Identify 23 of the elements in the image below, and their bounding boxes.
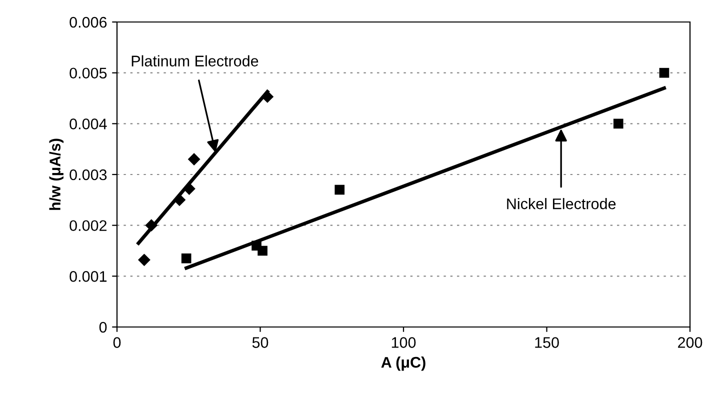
point	[258, 246, 268, 256]
x-tick-label: 200	[678, 337, 702, 348]
x-tick-label: 50	[252, 337, 268, 348]
point	[188, 153, 200, 166]
x-tick-label: 150	[535, 337, 559, 348]
annotation: Platinum Electrode	[132, 55, 258, 66]
point	[659, 68, 670, 78]
x-tick-label: 0	[113, 337, 121, 348]
y-tick-label: 0.006	[70, 16, 107, 28]
annotation: Nickel Electrode	[507, 198, 616, 210]
point	[181, 253, 192, 264]
x-axis-title: A (μC)	[381, 356, 426, 371]
y-tick-label: 0.001	[70, 271, 107, 282]
point	[613, 118, 624, 129]
x-tick-label: 100	[392, 337, 416, 348]
point	[138, 254, 150, 266]
y-tick-label: 0.002	[70, 220, 107, 232]
y-axis-title: h/w (μA/s)	[49, 138, 64, 210]
y-tick-label: 0.004	[70, 118, 107, 130]
point	[334, 184, 345, 195]
y-tick-label: 0.003	[70, 169, 107, 180]
y-tick-label: 0.005	[70, 68, 107, 79]
y-tick-label: 0	[99, 322, 107, 333]
